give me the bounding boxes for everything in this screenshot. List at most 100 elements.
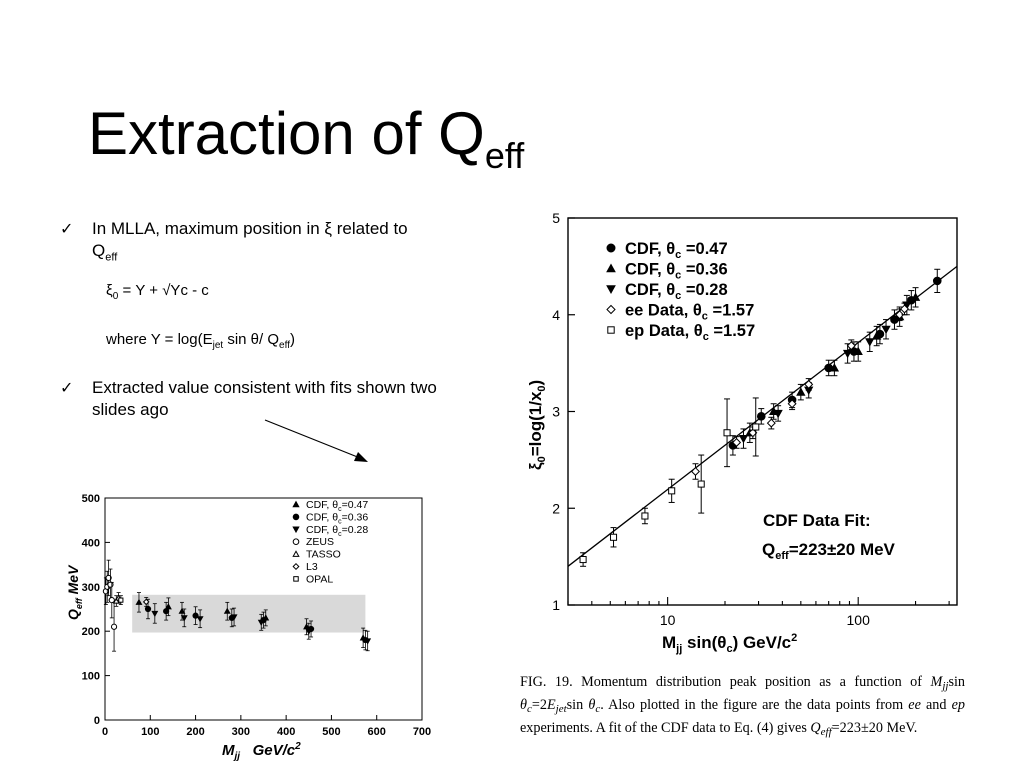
x-tick-label: 400 <box>277 726 295 738</box>
data-point <box>108 597 115 604</box>
data-point <box>738 435 749 444</box>
legend-value: =0.28 <box>681 281 727 299</box>
legend-marker-icon <box>292 513 300 521</box>
bullet-mlla-line1: In MLLA, maximum position in ξ related t… <box>92 219 408 238</box>
legend-sub: c <box>338 506 342 513</box>
data-point <box>223 607 231 614</box>
legend-marker-icon <box>606 285 616 295</box>
fit-q-sub: eff <box>775 550 789 562</box>
legend-label: ee Data, θc =1.57 <box>625 302 754 323</box>
x-tick-label: 200 <box>186 726 204 738</box>
y-tick-label: 300 <box>82 582 100 594</box>
data-point <box>865 338 875 347</box>
legend-text: ep Data, θ <box>625 322 703 340</box>
bullet-mlla: ✓ In MLLA, maximum position in ξ related… <box>60 218 472 268</box>
fit-q: Q <box>762 540 775 559</box>
ry-rest: =log(1/x <box>526 391 545 456</box>
legend-marker-icon <box>292 562 300 571</box>
equation-xi0: ξ0 = Y + √Yc - c <box>106 282 209 302</box>
legend-text: CDF, θ <box>306 499 338 511</box>
data-point <box>842 349 853 359</box>
x-tick-label: 100 <box>847 612 871 628</box>
right-ylabel: ξ0=log(1/x0) <box>526 380 548 470</box>
legend-text: L3 <box>306 561 318 573</box>
data-point <box>668 487 676 495</box>
lx-unit: GeV/c <box>240 742 296 759</box>
data-point <box>180 615 188 622</box>
bullet-mlla-q-sub: eff <box>105 251 118 264</box>
legend-sub: c <box>338 531 342 538</box>
y-tick-label: 3 <box>552 404 560 420</box>
data-point <box>192 612 199 619</box>
lx-sup: 2 <box>294 741 301 752</box>
pointer-arrow-line <box>264 419 361 459</box>
data-point <box>766 418 776 428</box>
legend-label: TASSO <box>306 549 341 561</box>
legend-sub: c <box>675 290 681 302</box>
eq1-xi-sub: 0 <box>112 291 119 302</box>
legend-text: CDF, θ <box>306 524 338 536</box>
legend-value: =1.57 <box>708 302 754 320</box>
y-tick-label: 4 <box>552 307 560 323</box>
data-point <box>752 423 760 431</box>
data-point <box>110 623 118 630</box>
data-point <box>142 598 150 606</box>
y-tick-label: 100 <box>82 671 100 683</box>
legend-text: ZEUS <box>306 536 334 548</box>
rx-m-sub: jj <box>675 643 682 655</box>
data-point <box>756 412 766 421</box>
data-point <box>178 607 186 614</box>
left-plot-frame <box>104 497 423 721</box>
legend-label: ZEUS <box>306 536 334 548</box>
eq2-jet-sub: jet <box>212 340 224 351</box>
y-tick-label: 1 <box>552 597 560 613</box>
x-tick-label: 100 <box>141 726 159 738</box>
legend-marker-icon <box>607 326 615 334</box>
data-point <box>135 598 143 605</box>
legend-sub: c <box>702 311 708 323</box>
data-point <box>910 292 921 301</box>
legend-sub: c <box>675 270 681 282</box>
fit-title: CDF Data Fit: <box>763 511 871 530</box>
eq1-xi: ξ <box>106 282 113 299</box>
eq2-eff-sub: eff <box>279 340 290 351</box>
data-point <box>579 555 587 564</box>
y-tick-label: 2 <box>552 500 560 516</box>
data-point <box>118 597 124 603</box>
legend-label: CDF, θc =0.28 <box>625 281 728 302</box>
data-point <box>932 276 942 286</box>
data-point <box>895 310 905 320</box>
rx-c-sub: c <box>726 643 732 655</box>
y-tick-label: 400 <box>82 537 100 549</box>
eq1-rest: = Y + √Yc - c <box>118 282 209 299</box>
legend-text: CDF, θ <box>306 511 338 523</box>
bullet-extracted: ✓ Extracted value consistent with fits s… <box>60 377 472 421</box>
x-tick-label: 10 <box>660 612 676 628</box>
data-point <box>112 597 120 604</box>
data-point <box>163 608 170 615</box>
data-point <box>723 429 731 437</box>
legend-value: =1.57 <box>709 322 755 340</box>
data-point <box>773 409 783 419</box>
ry-close: ) <box>526 380 545 386</box>
data-point <box>697 480 705 488</box>
eq2-pre: where Y = log(E <box>106 331 213 348</box>
legend-value: =0.36 <box>681 261 727 279</box>
legend-text: CDF, θ <box>625 261 675 279</box>
legend-text: ee Data, θ <box>625 302 702 320</box>
y-tick-label: 5 <box>552 210 560 226</box>
data-point <box>690 466 700 476</box>
data-point <box>899 304 910 314</box>
checkmark-icon: ✓ <box>60 378 74 397</box>
title-main: Extraction of Q <box>88 100 485 167</box>
rx-post: ) GeV/c <box>733 633 792 652</box>
qeff-band <box>132 594 366 633</box>
x-tick-label: 600 <box>368 726 386 738</box>
title-subscript: eff <box>484 135 525 176</box>
eq2-post: ) <box>289 331 295 348</box>
y-tick-label: 500 <box>82 493 100 505</box>
legend-text: CDF, θ <box>625 240 675 258</box>
left-xlabel: Mjj GeV/c2 <box>222 741 301 762</box>
lx-m: M <box>222 742 235 759</box>
